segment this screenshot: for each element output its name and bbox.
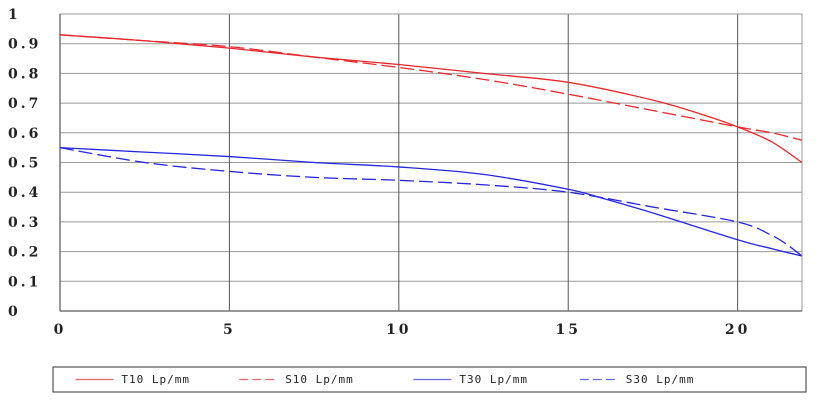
y-tick-label: 0 [8,304,21,320]
y-tick-label: 0.5 [8,156,41,172]
tick-labels: 00.10.20.30.40.50.60.70.80.910 5 10 15 20 [8,7,750,338]
series-line-t10 [59,34,803,164]
series-line-s30 [59,147,803,257]
legend-label: S30 Lp/mm [626,373,695,386]
legend-item-s30: S30 Lp/mm [579,373,695,386]
x-tick-label: 20 [725,322,750,338]
legend-label: S10 Lp/mm [285,373,354,386]
series-line-t30 [59,147,803,257]
y-tick-label: 0.9 [8,37,41,53]
y-tick-label: 0.2 [8,245,41,261]
legend-label: T10 Lp/mm [121,373,190,386]
x-tick-label: 5 [223,322,236,338]
legend-item-s10: S10 Lp/mm [239,373,354,386]
legend-item-t10: T10 Lp/mm [75,373,190,386]
x-tick-label: 0 [54,322,67,338]
x-tick-label: 10 [386,322,411,338]
y-tick-label: 0.1 [8,274,41,290]
series-lines [59,34,803,257]
y-tick-label: 1 [8,7,21,23]
y-tick-label: 0.6 [8,126,41,142]
y-tick-label: 0.4 [8,185,41,201]
x-tick-label: 15 [555,322,580,338]
legend-label: T30 Lp/mm [459,373,528,386]
grid [59,13,803,312]
y-tick-label: 0.8 [8,66,41,82]
y-tick-label: 0.3 [8,215,41,231]
legend-item-t30: T30 Lp/mm [413,373,528,386]
legend: T10 Lp/mm S10 Lp/mm T30 Lp/mm S30 Lp/mm [52,366,807,393]
series-line-s10 [59,34,803,141]
y-tick-label: 0.7 [8,96,41,112]
